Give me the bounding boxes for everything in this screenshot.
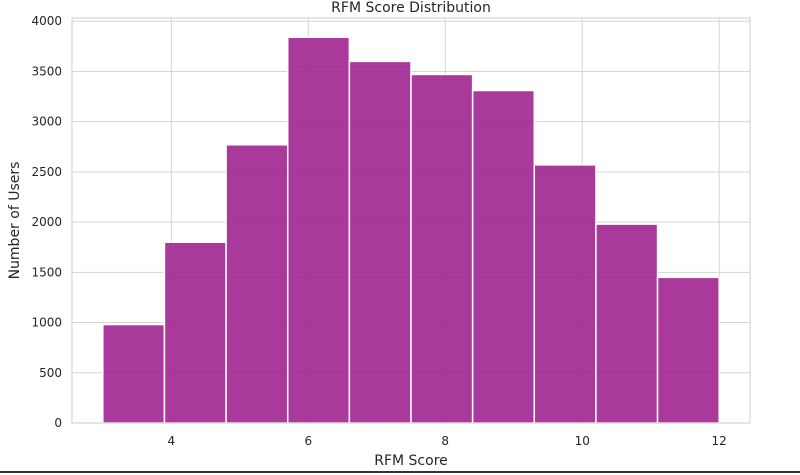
x-tick-label: 4 [167, 434, 175, 448]
bottom-border [0, 471, 800, 473]
y-tick-label: 2000 [31, 215, 62, 229]
y-tick-label: 1000 [31, 316, 62, 330]
y-tick-label: 3500 [31, 64, 62, 78]
histogram-bar [163, 241, 227, 424]
histogram-bar [225, 144, 289, 424]
y-tick-label: 4000 [31, 14, 62, 28]
histogram-bar [533, 164, 597, 424]
histogram-bar [471, 89, 536, 424]
x-axis-title: RFM Score [374, 453, 448, 469]
x-tick-label: 8 [441, 434, 449, 448]
x-tick-label: 10 [575, 434, 590, 448]
y-tick-labels: 0 500 1000 1500 2000 2500 3000 3500 4000 [31, 14, 62, 430]
histogram-bar [656, 276, 720, 424]
histogram-bar [595, 223, 659, 424]
x-tick-label: 6 [304, 434, 312, 448]
y-tick-label: 500 [39, 366, 62, 380]
y-tick-label: 1500 [31, 265, 62, 279]
y-tick-label: 3000 [31, 115, 62, 129]
histogram-bar [286, 36, 351, 424]
histogram-bar [410, 73, 474, 424]
histogram-bar [102, 323, 166, 424]
histogram-bar [348, 60, 412, 424]
y-axis-title: Number of Users [7, 162, 23, 280]
bars [102, 36, 720, 424]
plot-frame [71, 17, 751, 424]
y-tick-label: 0 [54, 416, 62, 430]
y-tick-label: 2500 [31, 165, 62, 179]
x-tick-labels: 4 6 8 10 12 [167, 434, 726, 448]
x-tick-label: 12 [712, 434, 727, 448]
chart-title: RFM Score Distribution [331, 0, 491, 16]
